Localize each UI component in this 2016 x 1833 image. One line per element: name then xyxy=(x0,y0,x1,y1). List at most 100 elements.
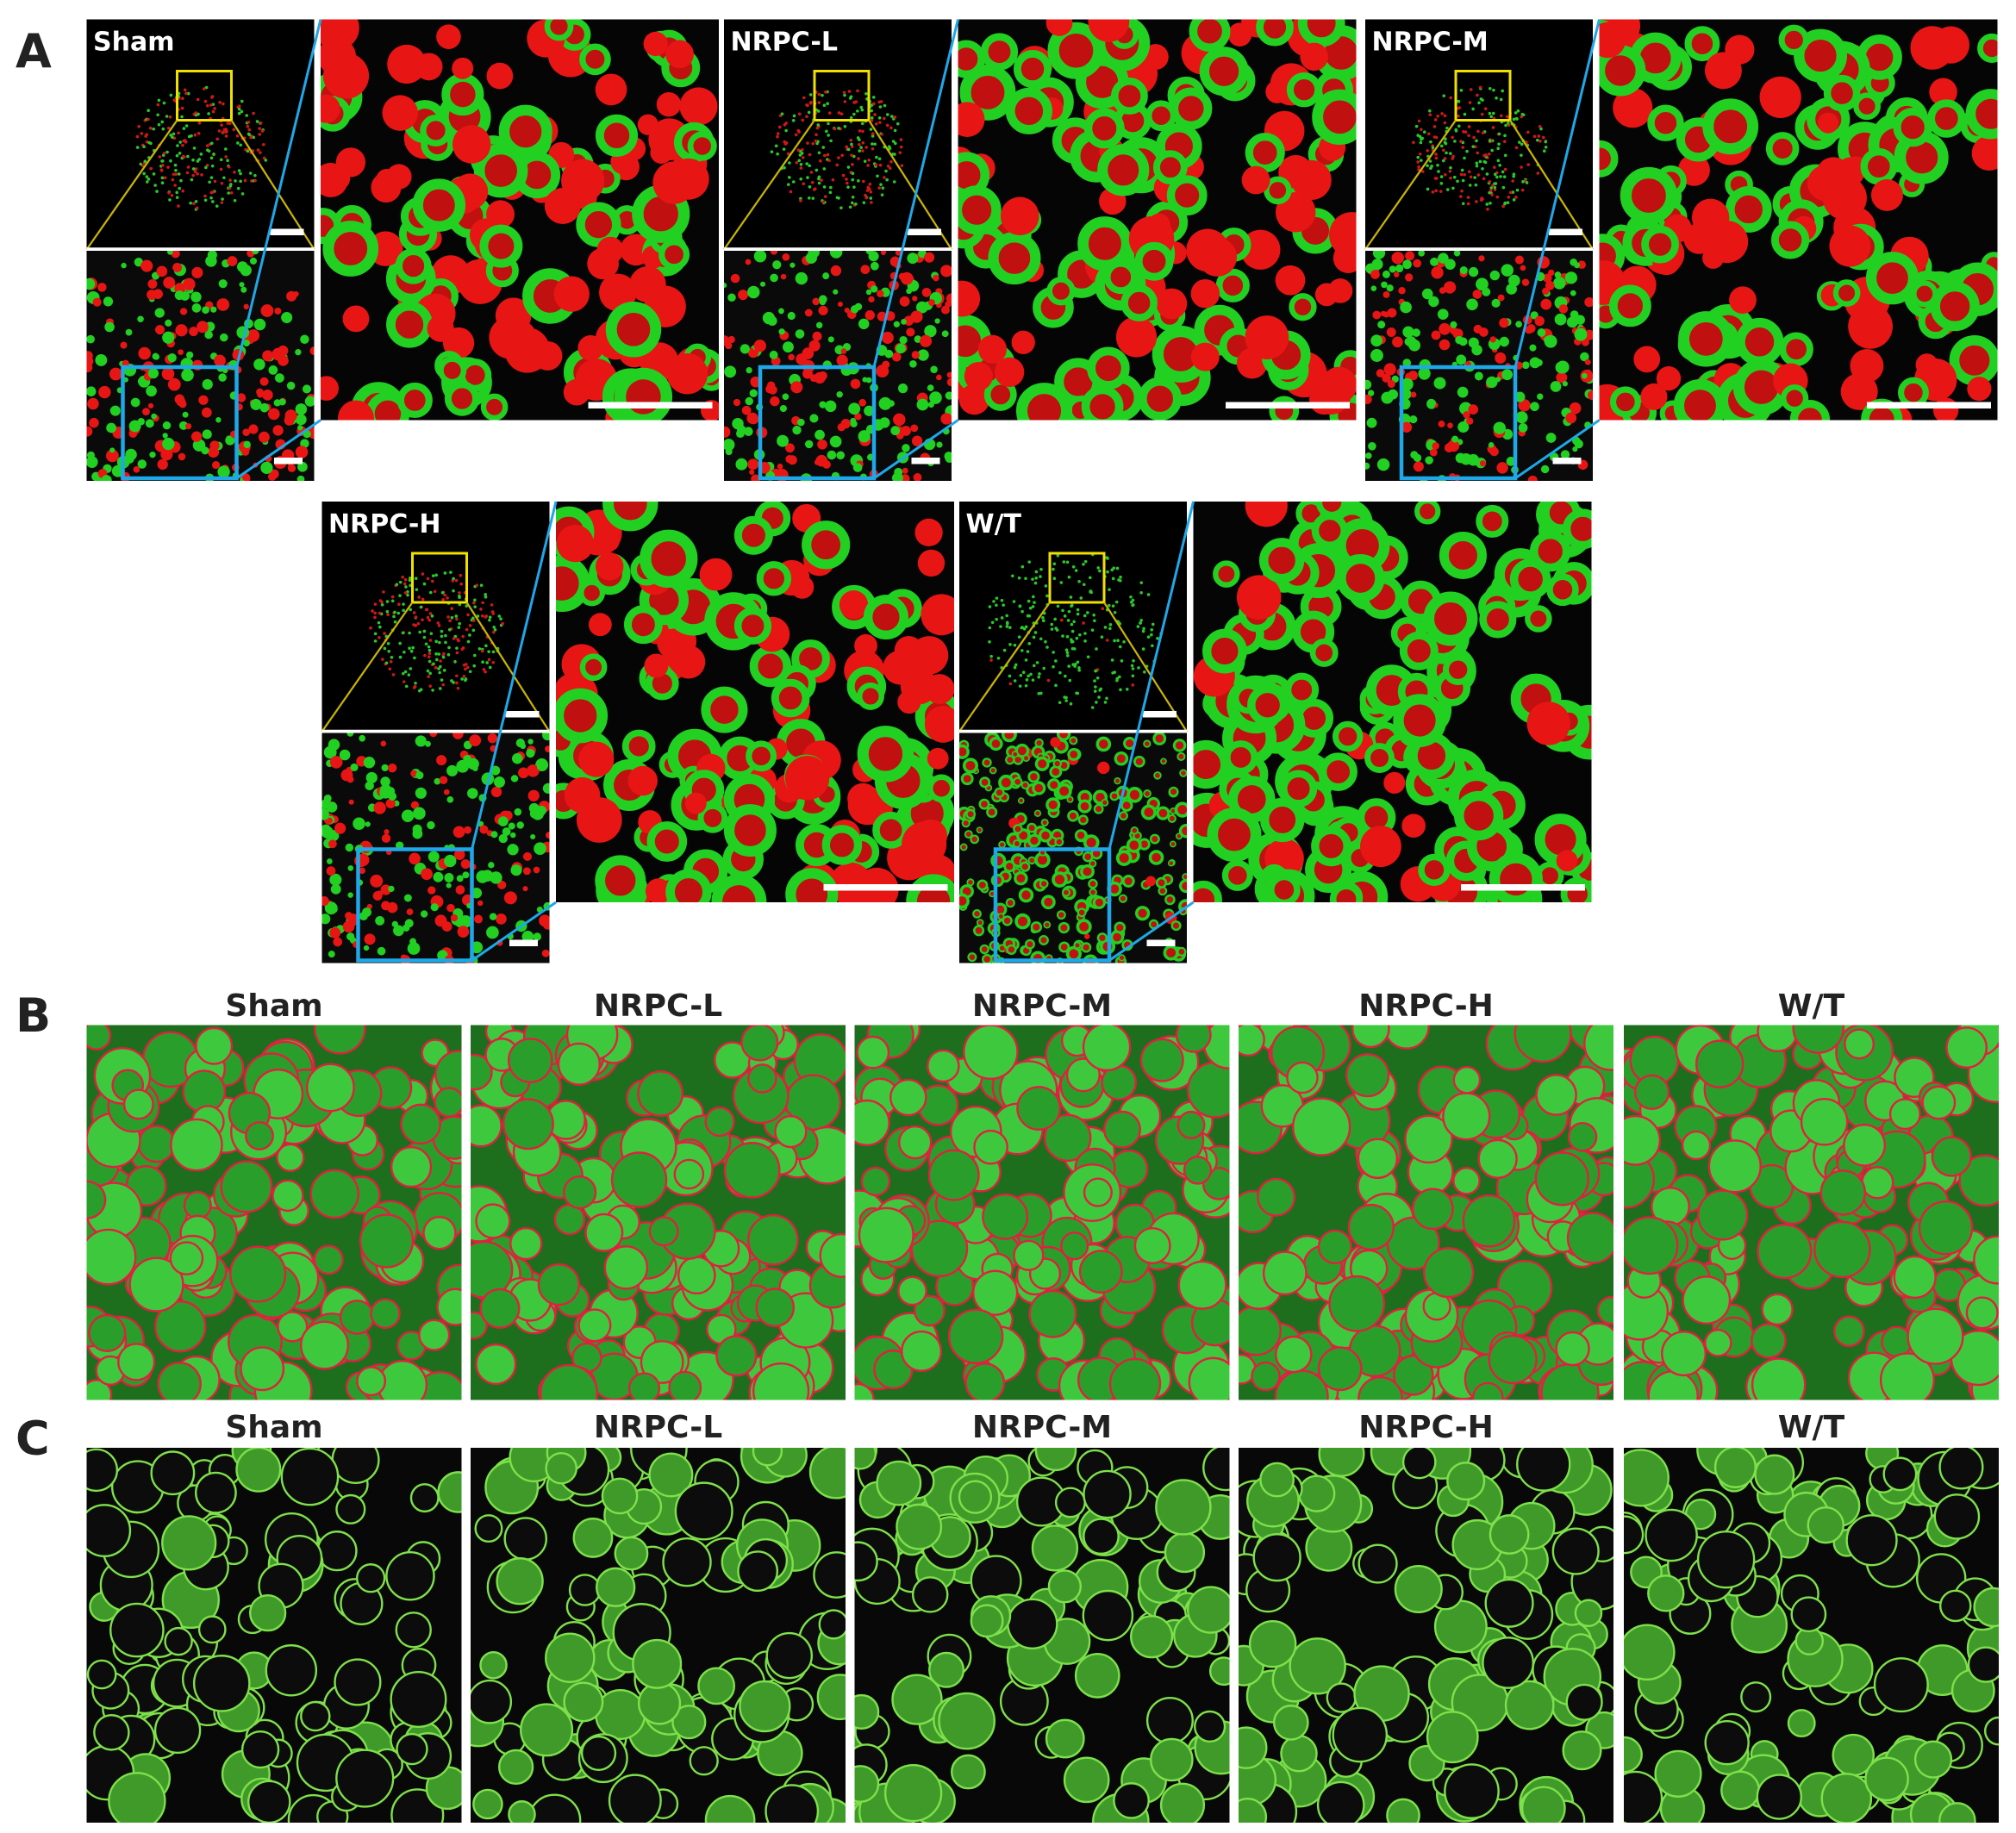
fiber xyxy=(309,346,315,356)
fiber xyxy=(765,1784,820,1823)
fiber xyxy=(556,525,594,563)
fiber xyxy=(872,811,910,849)
dot xyxy=(839,206,843,209)
dot xyxy=(1432,125,1437,128)
dot xyxy=(480,649,484,653)
dot xyxy=(893,128,897,133)
fiber xyxy=(380,740,387,747)
fiber xyxy=(1489,852,1543,902)
fiber xyxy=(1412,1188,1454,1231)
fiber xyxy=(350,763,359,771)
dot xyxy=(1113,670,1117,674)
dot xyxy=(1024,577,1027,581)
dot xyxy=(1108,627,1112,631)
fiber xyxy=(327,817,333,824)
dot xyxy=(776,132,780,135)
fiber xyxy=(906,327,915,337)
fiber xyxy=(1544,336,1551,344)
fiber xyxy=(1193,1710,1226,1743)
fiber xyxy=(179,308,188,315)
fiber xyxy=(1089,859,1097,868)
dot xyxy=(1494,182,1498,185)
fiber xyxy=(529,808,540,819)
dot xyxy=(1069,701,1073,706)
fiber xyxy=(1077,799,1092,814)
fiber xyxy=(409,1483,440,1513)
fiber xyxy=(1074,829,1088,842)
fiber xyxy=(1938,1589,1972,1623)
dot xyxy=(1027,599,1031,603)
fiber xyxy=(444,872,454,883)
scale-bar xyxy=(1461,884,1586,891)
dot xyxy=(1142,627,1145,631)
dot xyxy=(886,164,890,168)
fiber xyxy=(1118,894,1128,903)
fiber xyxy=(1450,321,1457,328)
fiber xyxy=(899,296,910,307)
fiber xyxy=(1613,88,1653,128)
group-title: Sham xyxy=(225,988,322,1024)
fiber xyxy=(736,425,746,434)
fiber xyxy=(1456,354,1467,365)
dot xyxy=(260,129,265,133)
dot xyxy=(1065,635,1070,639)
fiber xyxy=(258,431,270,443)
dot xyxy=(177,172,181,176)
dot xyxy=(1496,159,1501,163)
fiber xyxy=(689,1746,719,1776)
dot xyxy=(473,598,477,602)
fiber xyxy=(1084,933,1090,939)
dot xyxy=(1421,170,1425,173)
fiber xyxy=(1438,421,1445,427)
dot xyxy=(1020,649,1024,652)
fiber xyxy=(154,308,165,318)
fiber xyxy=(747,1213,799,1266)
fiber xyxy=(1870,178,1903,211)
fiber xyxy=(1526,701,1570,745)
fiber xyxy=(737,1550,779,1593)
dot xyxy=(817,151,821,155)
fiber xyxy=(339,749,351,761)
fiber xyxy=(1654,1749,1702,1798)
fiber xyxy=(973,1129,1008,1165)
dot xyxy=(1083,632,1087,635)
dot xyxy=(787,176,791,179)
dot xyxy=(1485,172,1489,176)
dot xyxy=(492,625,496,629)
fiber xyxy=(1118,954,1126,962)
fiber xyxy=(1530,402,1539,412)
dot xyxy=(472,601,476,605)
fiber xyxy=(409,852,421,865)
dot xyxy=(808,93,813,97)
dot xyxy=(1520,188,1525,192)
dot xyxy=(784,128,788,133)
fiber xyxy=(441,73,484,116)
fiber xyxy=(403,894,412,902)
fiber xyxy=(1332,1706,1389,1763)
fiber xyxy=(1328,1275,1386,1332)
dot xyxy=(870,116,874,120)
fiber xyxy=(771,678,810,718)
dot xyxy=(789,190,793,194)
fiber xyxy=(1376,458,1390,471)
dot xyxy=(222,176,226,180)
dot xyxy=(858,149,862,153)
dot xyxy=(468,624,472,627)
dot xyxy=(255,120,259,123)
dot xyxy=(876,174,879,178)
fiber xyxy=(1431,330,1441,340)
dot xyxy=(1466,202,1470,206)
dot xyxy=(1538,125,1542,128)
fiber xyxy=(1386,327,1396,337)
scale-bar xyxy=(911,458,940,464)
fiber xyxy=(852,463,863,472)
dot xyxy=(401,575,404,579)
group-label: NRPC-H xyxy=(328,509,440,539)
fiber xyxy=(1695,1039,1744,1088)
fiber xyxy=(603,1245,649,1290)
fiber xyxy=(1521,361,1530,370)
dot xyxy=(1512,174,1515,178)
fiber xyxy=(339,1300,375,1335)
dot xyxy=(178,186,181,190)
fiber xyxy=(1457,386,1469,398)
